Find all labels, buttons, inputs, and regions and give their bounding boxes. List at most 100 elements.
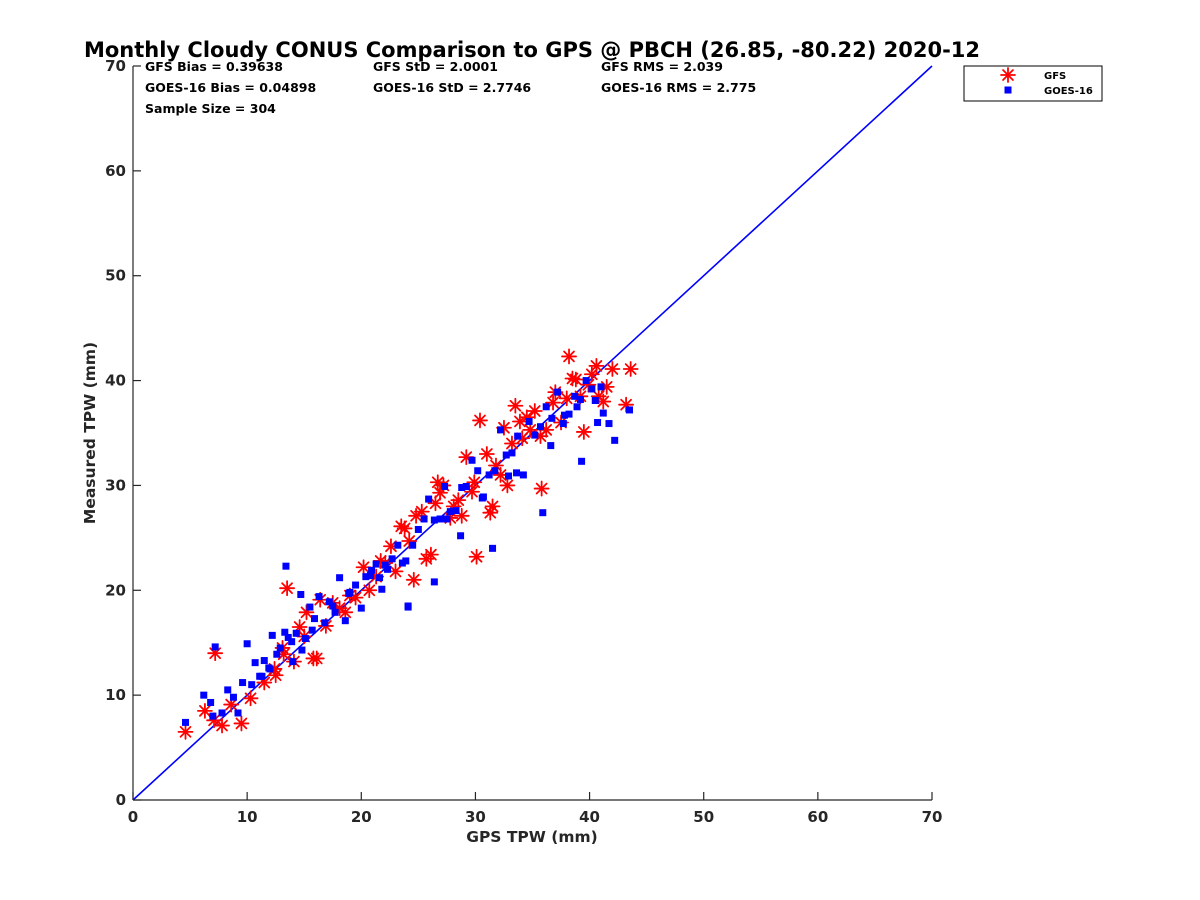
goes-point [331, 608, 339, 616]
goes-point [260, 657, 268, 665]
goes-point [539, 509, 547, 517]
goes-point [315, 593, 323, 601]
legend-gfs-marker [1000, 67, 1016, 83]
gfs-point [279, 580, 295, 597]
legend-goes-symbol [1004, 86, 1012, 94]
gfs-point [558, 390, 575, 407]
goes-point [436, 515, 444, 523]
y-tick-label: 50 [105, 267, 126, 285]
gfs-point [499, 477, 516, 494]
goes-point [588, 385, 596, 393]
y-tick-label: 0 [116, 791, 126, 809]
y-tick-label: 30 [105, 476, 126, 494]
goes-point [289, 658, 297, 666]
gfs-point [507, 397, 524, 414]
x-tick-label: 10 [237, 808, 258, 826]
gfs-point [504, 435, 520, 452]
goes-point [282, 562, 290, 570]
legend: GFS GOES-16 [963, 65, 1103, 102]
x-tick-label: 20 [351, 808, 372, 826]
goes-point [599, 409, 607, 417]
goes-point [292, 629, 300, 637]
y-tick-label: 60 [105, 162, 126, 180]
x-axis-label: GPS TPW (mm) [466, 828, 598, 846]
gfs-point [545, 394, 561, 411]
goes-point [430, 578, 438, 586]
goes-point [571, 392, 579, 400]
gfs-point [427, 495, 444, 512]
legend-goes-marker [1004, 86, 1012, 94]
stats-annotations: GFS Bias = 0.39638 GOES-16 Bias = 0.0489… [145, 59, 756, 116]
gfs-point [393, 518, 410, 535]
goes-point [502, 451, 510, 459]
goes-point [211, 643, 219, 651]
goes-point [531, 431, 539, 439]
gfs-point [622, 361, 639, 377]
goes-point [273, 650, 281, 658]
goes-point [597, 383, 605, 391]
goes-point [381, 561, 389, 569]
x-tick-label: 70 [922, 808, 943, 826]
gfs-point [408, 507, 424, 524]
goes-point [547, 442, 555, 450]
goes-point [345, 589, 353, 597]
gfs-point [472, 412, 488, 429]
goes-point [248, 681, 256, 689]
goes-point [478, 494, 486, 502]
goes-point [560, 411, 568, 419]
gfs-point [242, 690, 259, 707]
goes-point [414, 525, 422, 533]
goes-point [341, 617, 349, 625]
gfs-point [466, 474, 483, 491]
goes-point [378, 585, 386, 593]
goes-point [308, 626, 316, 634]
goes-point [266, 665, 274, 673]
goes-point [425, 495, 433, 503]
gfs-point [564, 370, 581, 387]
goes-point [542, 403, 550, 411]
goes-point [376, 574, 384, 582]
gfs-point [361, 582, 378, 599]
gfs-point [604, 361, 621, 377]
goes-point [362, 573, 370, 581]
goes-series [182, 377, 634, 726]
goes-point [611, 436, 619, 444]
gfs-point [522, 421, 539, 438]
goes-point [443, 515, 451, 523]
y-tick-label: 70 [105, 57, 126, 75]
goes-point [576, 395, 584, 403]
goes-point [420, 515, 428, 523]
goes-point [591, 396, 599, 404]
goes-point [525, 417, 533, 425]
goes-point [366, 572, 374, 580]
gfs-point [561, 348, 577, 365]
y-tick-label: 40 [105, 372, 126, 390]
goes-point [218, 709, 226, 717]
gfs-point [267, 667, 284, 684]
goes-point [310, 615, 318, 623]
x-tick-label: 40 [579, 808, 600, 826]
goes-rms-text: GOES-16 RMS = 2.775 [601, 80, 756, 95]
goes-point [329, 602, 337, 610]
x-tick-label: 50 [693, 808, 714, 826]
x-tick-label: 60 [807, 808, 828, 826]
goes-point [368, 566, 376, 574]
goes-point [281, 628, 289, 636]
y-tick-label: 20 [105, 581, 126, 599]
goes-point [321, 619, 329, 627]
x-tick-label: 30 [465, 808, 486, 826]
goes-point [458, 484, 466, 492]
goes-point [306, 603, 314, 611]
goes-point [224, 686, 232, 694]
gfs-std-text: GFS StD = 2.0001 [373, 59, 498, 74]
gfs-point [418, 550, 435, 567]
data-points [177, 348, 639, 740]
gfs-point [214, 717, 230, 734]
goes-point [384, 565, 392, 573]
gfs-point [223, 696, 240, 713]
goes-point [209, 712, 217, 720]
goes-point [276, 644, 284, 652]
goes-point [372, 560, 380, 568]
gfs-point [512, 413, 528, 430]
